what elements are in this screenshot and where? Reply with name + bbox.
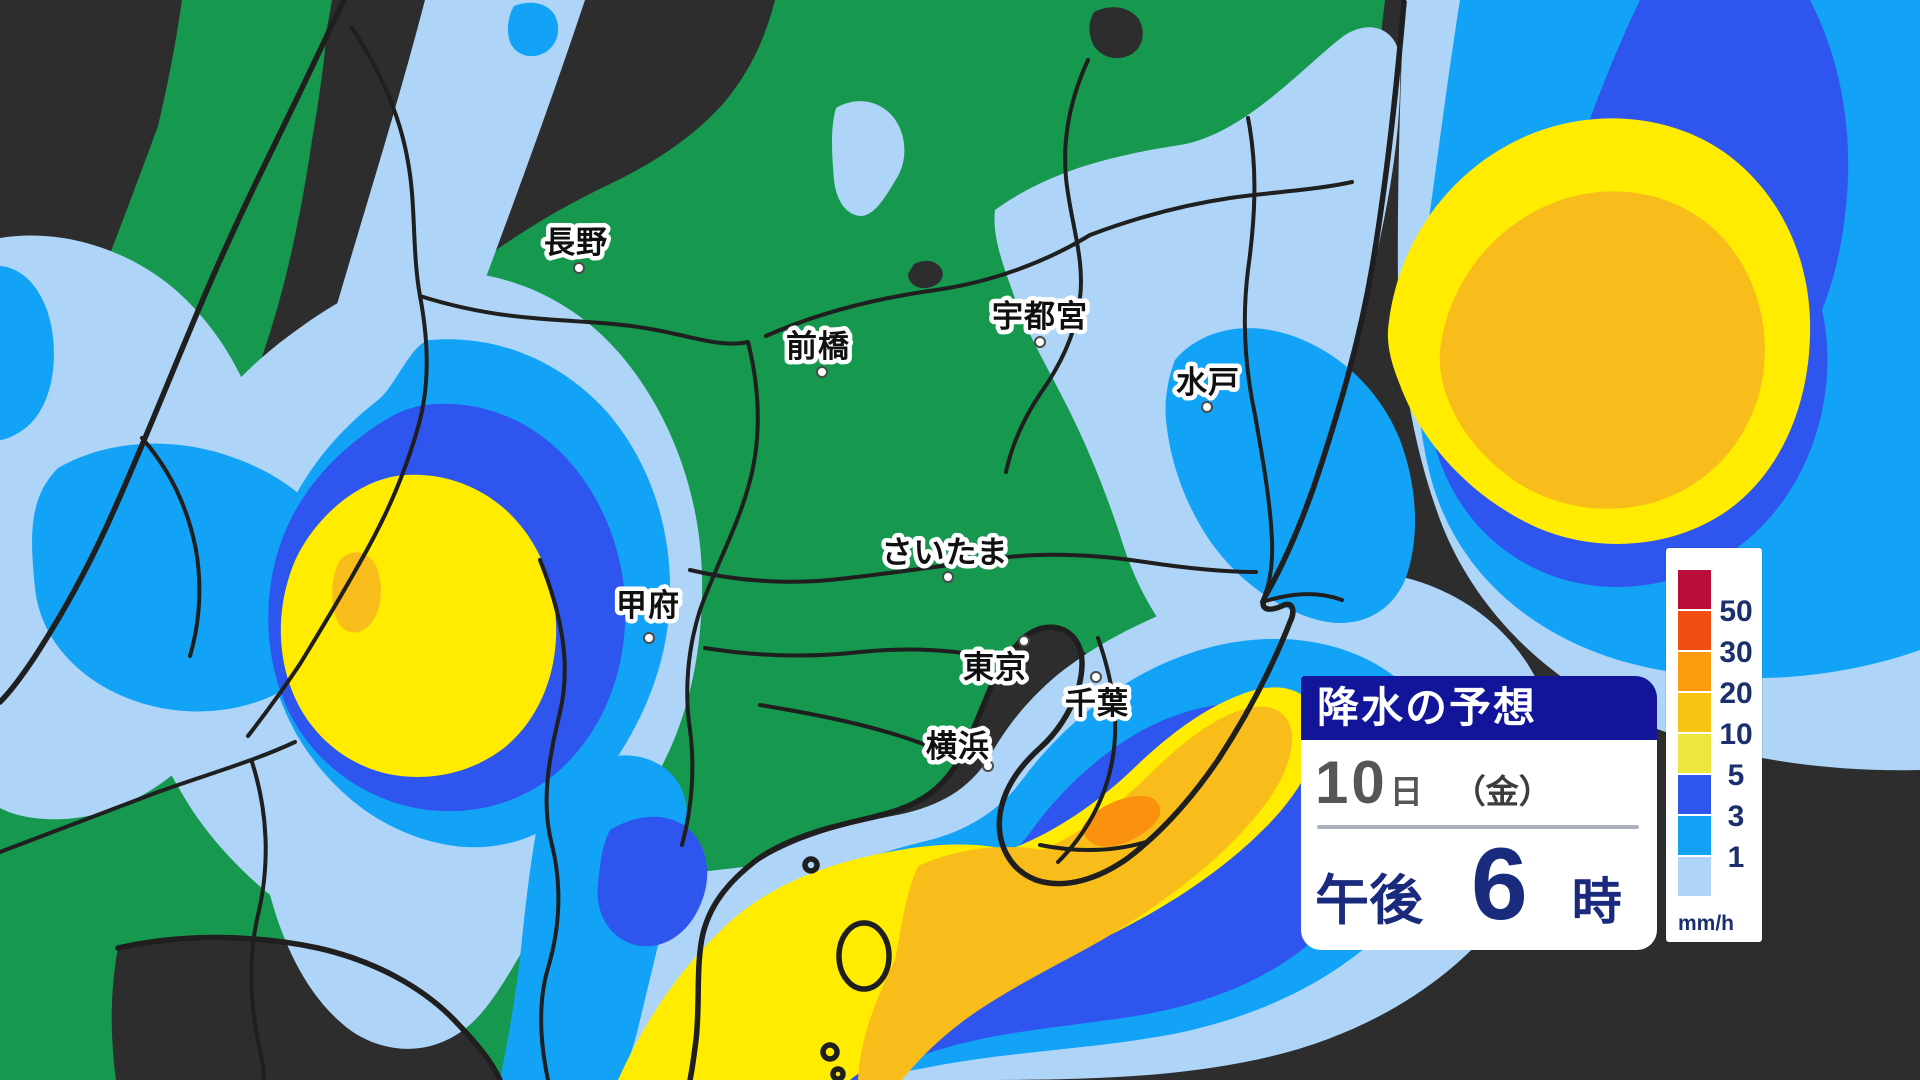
border-gunma-tochigi xyxy=(1004,58,1090,474)
rain-20-ne-core xyxy=(1439,191,1765,509)
city-dot-maebashi xyxy=(816,366,828,378)
city-nagano: 長野 xyxy=(540,221,612,274)
city-dot-mito xyxy=(1201,401,1213,413)
city-label-maebashi: 前橋 xyxy=(786,329,850,364)
rain-20-west-spot xyxy=(332,552,381,633)
border-tokyo-kanagawa xyxy=(758,703,958,764)
city-label-utsunomiya: 宇都宮 xyxy=(992,299,1088,334)
border-chiba-mid xyxy=(1056,636,1118,864)
forecast-period: 午後 xyxy=(1315,871,1423,931)
city-label-yokohama: 横浜 xyxy=(926,729,990,764)
rainfall-legend: 50 30 20 10 5 3 1 mm/h xyxy=(1666,548,1762,942)
rain-30-boso-core xyxy=(1082,795,1161,847)
legend-swatch-50 xyxy=(1678,570,1711,609)
lake-north-1 xyxy=(1089,7,1143,59)
border-nagano-north xyxy=(418,294,750,346)
lake-haruna xyxy=(908,260,943,289)
city-label-mito: 水戸 xyxy=(1176,365,1240,400)
legend-label-10: 10 xyxy=(1719,718,1752,751)
legend-label-50: 50 xyxy=(1719,595,1752,628)
island-small-1 xyxy=(802,856,820,874)
rain-5-west-tail xyxy=(597,816,708,947)
city-dot-nagano xyxy=(573,262,585,274)
city-kofu: 甲府 xyxy=(612,584,684,644)
legend-label-3: 3 xyxy=(1728,800,1745,833)
city-dot-utsunomiya xyxy=(1034,336,1046,348)
city-label-tokyo: 東京 xyxy=(963,650,1027,685)
city-utsunomiya: 宇都宮 xyxy=(988,295,1092,348)
legend-swatch-10 xyxy=(1678,693,1711,732)
prefecture-borders xyxy=(0,26,1354,1080)
rain-3-mito xyxy=(1165,328,1416,624)
rain-20-boso-band xyxy=(858,706,1292,1080)
legend-swatch-20 xyxy=(1678,652,1711,691)
border-north-kanto xyxy=(764,180,1354,338)
legend-swatch-30 xyxy=(1678,611,1711,650)
forecast-date-row: 10 日 （金） xyxy=(1315,748,1641,817)
border-ibaraki-chiba xyxy=(1260,592,1344,604)
coastlines xyxy=(0,0,1407,1080)
coast-sea-of-japan xyxy=(0,0,347,705)
city-label-kofu: 甲府 xyxy=(616,588,680,623)
border-saitama-tokyo xyxy=(703,646,990,660)
city-label-chiba: 千葉 xyxy=(1065,686,1129,721)
rain-3-ne-corner xyxy=(1818,0,1920,150)
legend-label-5: 5 xyxy=(1728,759,1745,792)
border-chiba-south xyxy=(1038,840,1148,852)
city-label-nagano: 長野 xyxy=(544,225,608,260)
forecast-title: 降水の予想 xyxy=(1301,676,1657,740)
border-niigata-inner xyxy=(246,26,429,738)
rain-level-20mm xyxy=(332,191,1765,1080)
legend-swatch-3 xyxy=(1678,775,1711,814)
rain-3-left-column xyxy=(0,266,54,440)
legend-label-1: 1 xyxy=(1728,841,1745,874)
legend-label-30: 30 xyxy=(1719,636,1752,669)
city-dot-tokyo xyxy=(1018,635,1030,647)
legend-swatch-1 xyxy=(1678,816,1711,855)
city-tokyo: 東京 xyxy=(959,635,1031,690)
forecast-body: 10 日 （金） 午後 6 時 xyxy=(1301,740,1657,950)
border-west-edge xyxy=(140,436,202,658)
city-dot-chiba xyxy=(1090,671,1102,683)
border-tochigi-ibaraki xyxy=(1242,116,1275,604)
forecast-time-row: 午後 6 時 xyxy=(1315,827,1641,941)
city-dot-kofu xyxy=(643,632,655,644)
forecast-day-unit: 日 xyxy=(1389,773,1423,810)
mountain-band-nw xyxy=(225,0,775,520)
island-small-3 xyxy=(830,1066,846,1080)
city-saitama: さいたま xyxy=(877,531,1012,583)
rain-10-west-blob xyxy=(280,474,557,777)
legend-swatch-min xyxy=(1678,857,1711,896)
coast-pacific-boso-izu xyxy=(687,0,1407,1080)
legend-unit-label: mm/h xyxy=(1678,912,1734,935)
city-dot-yokohama xyxy=(982,760,994,772)
island-izu-oshima xyxy=(836,920,892,992)
city-yokohama: 横浜 xyxy=(922,725,994,772)
city-label-saitama: さいたま xyxy=(881,535,1008,570)
border-nagano-gunma xyxy=(680,340,760,847)
forecast-hour-unit: 時 xyxy=(1571,874,1622,930)
forecast-separator xyxy=(1317,825,1639,829)
rain-1-numata-patch xyxy=(832,101,905,216)
city-markers: 長野 前橋 宇都宮 水戸 さいたま 甲府 xyxy=(540,221,1244,772)
border-yamanashi-west xyxy=(538,558,567,1080)
rainfall-legend-scale: 50 30 20 10 5 3 1 mm/h xyxy=(1678,570,1753,935)
rain-3-top-spot xyxy=(507,2,559,57)
city-maebashi: 前橋 xyxy=(782,325,854,378)
border-southwest-2 xyxy=(249,760,268,1080)
forecast-info-box: 降水の予想 10 日 （金） 午後 6 時 xyxy=(1301,676,1657,950)
forecast-day: 10 xyxy=(1315,749,1388,816)
legend-label-20: 20 xyxy=(1719,677,1752,710)
city-mito: 水戸 xyxy=(1172,361,1244,413)
forecast-weekday: （金） xyxy=(1452,773,1552,810)
city-chiba: 千葉 xyxy=(1061,671,1133,726)
border-tone-river xyxy=(688,552,1258,584)
forecast-hour: 6 xyxy=(1471,827,1528,941)
city-dot-saitama xyxy=(942,571,954,583)
legend-swatch-5 xyxy=(1678,734,1711,773)
island-small-2 xyxy=(820,1042,840,1062)
coast-suruga-bay xyxy=(115,934,503,1080)
border-southwest-1 xyxy=(0,740,297,854)
